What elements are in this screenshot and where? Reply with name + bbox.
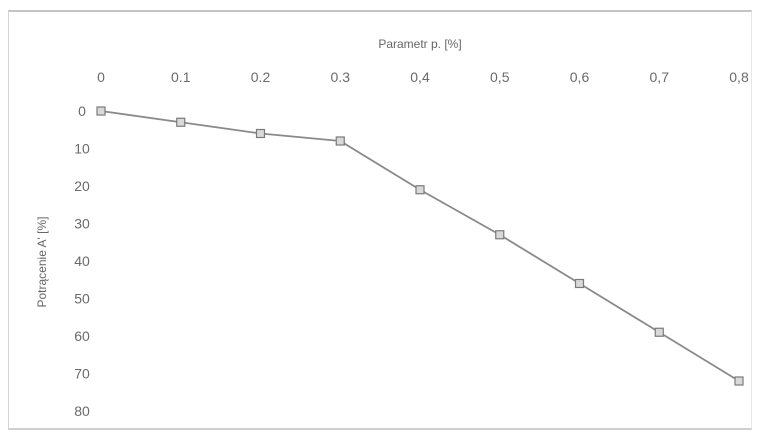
y-tick-label: 30 — [74, 216, 90, 232]
data-point — [335, 136, 345, 146]
data-point — [255, 128, 266, 139]
data-point — [415, 185, 425, 195]
y-tick-label: 80 — [74, 403, 90, 419]
y-tick-labels: 0 10 20 30 40 50 60 70 80 — [74, 103, 90, 419]
data-point — [176, 117, 186, 127]
y-axis-title: Potrącenie A' [%] — [35, 216, 49, 307]
y-tick-label: 40 — [74, 253, 90, 269]
x-axis-title: Parametr p. [%] — [378, 37, 461, 51]
y-tick-label: 50 — [74, 291, 90, 307]
data-point — [654, 327, 664, 337]
x-tick-label: 0,7 — [650, 69, 670, 85]
y-tick-label: 10 — [74, 141, 90, 157]
y-tick-label: 0 — [78, 103, 86, 119]
data-point — [734, 376, 744, 386]
y-tick-label: 20 — [74, 178, 90, 194]
data-point — [574, 278, 585, 289]
data-point — [96, 106, 106, 116]
data-point — [495, 230, 505, 240]
x-tick-label: 0,5 — [490, 69, 510, 85]
data-series — [96, 106, 744, 386]
x-tick-label: 0,4 — [410, 69, 430, 85]
x-tick-label: 0,6 — [570, 69, 590, 85]
x-tick-label: 0.2 — [251, 69, 271, 85]
x-tick-label: 0.3 — [331, 69, 351, 85]
series-line — [100, 110, 740, 382]
chart-frame — [8, 10, 752, 430]
x-tick-label: 0 — [97, 69, 105, 85]
x-tick-labels: 0 0.1 0.2 0.3 0,4 0,5 0,6 0,7 0,8 — [97, 69, 749, 85]
x-tick-label: 0,8 — [729, 69, 749, 85]
y-tick-label: 70 — [74, 366, 90, 382]
y-tick-label: 60 — [74, 328, 90, 344]
x-tick-label: 0.1 — [171, 69, 191, 85]
